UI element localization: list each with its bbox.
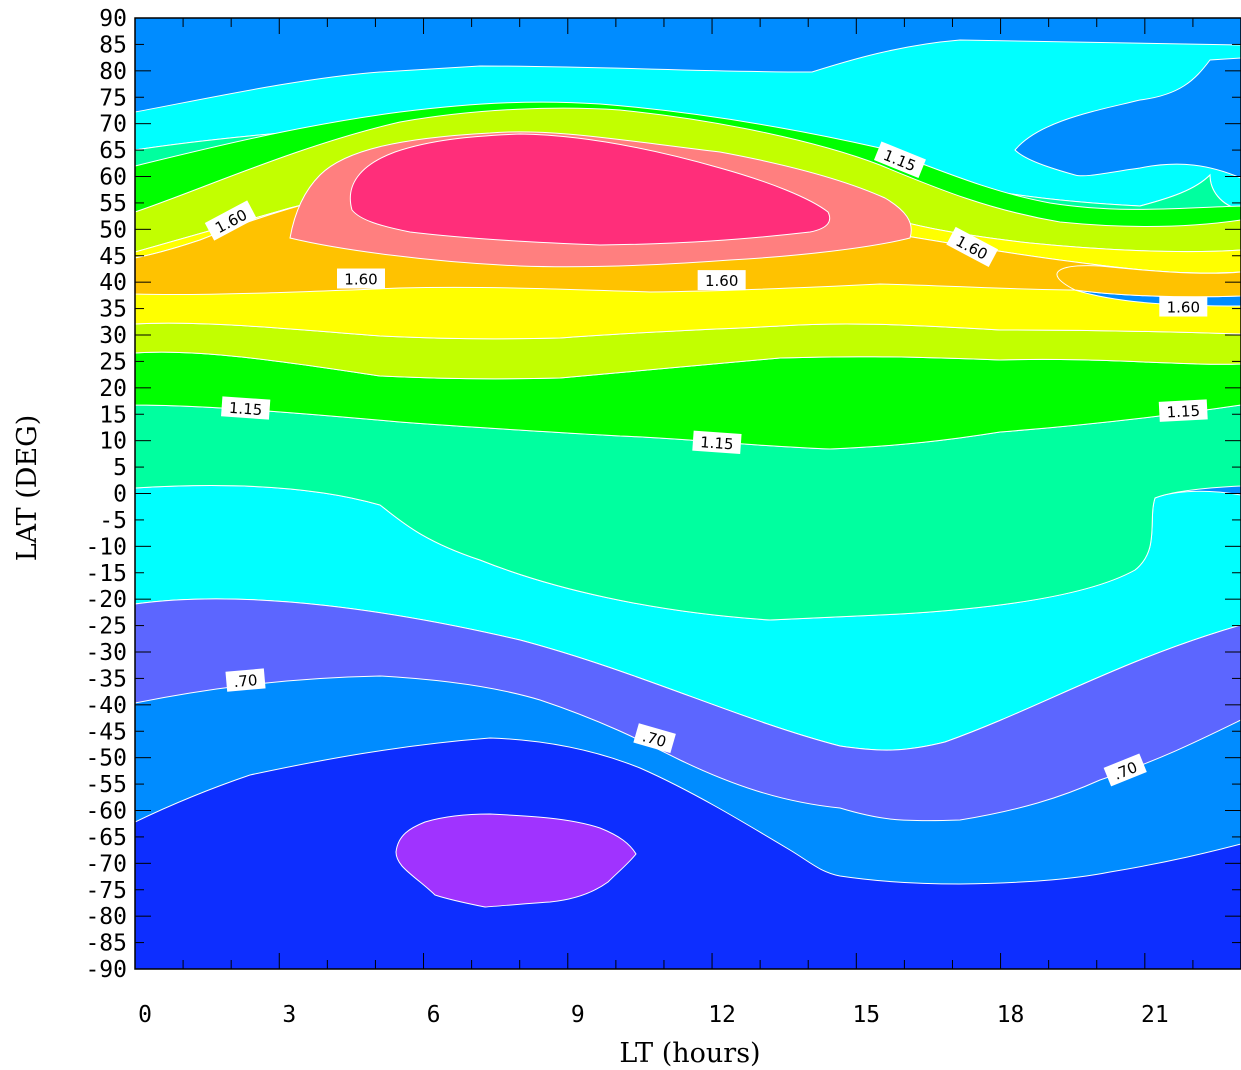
contour-label-text-8: 1.15	[1166, 402, 1200, 422]
y-tick-label-30: -60	[85, 799, 127, 825]
contour-label-10: .70	[633, 723, 676, 754]
x-tick-label-1: 3	[282, 1002, 296, 1028]
y-tick-label-32: -70	[85, 851, 127, 877]
x-tick-label-4: 12	[708, 1002, 736, 1028]
contour-label-box-7	[692, 430, 742, 454]
y-tick-label-33: -75	[85, 878, 127, 904]
y-axis-title: LAT (DEG)	[12, 415, 43, 562]
x-tick-label-0: 0	[138, 1002, 152, 1028]
y-tick-label-18: 0	[113, 482, 127, 508]
contour-label-9: .70	[225, 668, 266, 692]
y-tick-label-24: -30	[85, 640, 127, 666]
x-tick-label-5: 15	[852, 1002, 880, 1028]
contour-label-text-10: .70	[640, 727, 668, 751]
y-tick-label-2: 80	[99, 59, 127, 85]
y-tick-label-36: -90	[85, 957, 127, 983]
y-tick-label-12: 30	[99, 323, 127, 349]
contour-region-1.75-east	[1056, 265, 1241, 298]
y-tick-label-25: -35	[85, 666, 127, 692]
contour-label-2: 1.60	[697, 270, 746, 291]
contour-label-box-1	[337, 268, 386, 289]
contour-label-7: 1.15	[692, 430, 742, 454]
contour-label-box-3	[946, 226, 999, 268]
contour-region-0.85-island	[1014, 57, 1241, 179]
contour-label-box-4	[1159, 296, 1208, 317]
plot-area	[135, 18, 1241, 969]
contour-region-0.40	[395, 813, 637, 908]
x-tick-label-3: 9	[571, 1002, 585, 1028]
y-tick-label-8: 50	[99, 217, 127, 243]
y-tick-label-3: 75	[99, 85, 127, 111]
contour-label-text-7: 1.15	[700, 433, 735, 453]
contour-label-4: 1.60	[1159, 296, 1208, 317]
y-tick-label-14: 20	[99, 376, 127, 402]
contour-region-0.55	[135, 737, 1241, 969]
y-tick-label-26: -40	[85, 693, 127, 719]
contour-label-box-8	[1158, 399, 1208, 422]
contour-label-text-2: 1.60	[705, 272, 738, 290]
contour-label-box-2	[697, 270, 746, 291]
contour-label-box-0	[204, 200, 257, 241]
y-tick-label-7: 55	[99, 191, 127, 217]
y-tick-label-13: 25	[99, 349, 127, 375]
y-tick-label-0: 90	[99, 6, 127, 32]
contour-label-1: 1.60	[337, 268, 386, 289]
y-tick-label-22: -20	[85, 587, 127, 613]
x-tick-label-7: 21	[1141, 1002, 1169, 1028]
y-tick-label-27: -45	[85, 719, 127, 745]
y-tick-label-9: 45	[99, 244, 127, 270]
contour-label-8: 1.15	[1158, 399, 1208, 422]
contour-region-0.70	[135, 598, 1241, 822]
contour-label-6: 1.15	[221, 396, 271, 420]
y-tick-label-10: 40	[99, 270, 127, 296]
y-tick-label-19: -5	[99, 508, 127, 534]
y-tick-label-23: -25	[85, 614, 127, 640]
y-tick-label-34: -80	[85, 904, 127, 930]
y-axis-ticks: 908580757065605550454035302520151050-5-1…	[85, 6, 1241, 983]
y-tick-label-31: -65	[85, 825, 127, 851]
y-tick-label-15: 15	[99, 402, 127, 428]
y-tick-label-17: 5	[113, 455, 127, 481]
y-tick-label-21: -15	[85, 561, 127, 587]
contour-label-box-5	[873, 141, 926, 178]
x-axis-ticks: 0 3 6 9 12 15 18 21	[134, 18, 1241, 1028]
y-tick-label-4: 70	[99, 112, 127, 138]
contour-label-box-10	[633, 723, 676, 754]
contour-region-2.05	[349, 133, 831, 246]
y-tick-label-5: 65	[99, 138, 127, 164]
contour-label-text-6: 1.15	[228, 399, 263, 419]
contour-label-text-4: 1.60	[1167, 299, 1200, 317]
contour-label-box-6	[221, 396, 271, 420]
contour-label-box-11	[1103, 753, 1147, 787]
x-axis-title: LT (hours)	[619, 1038, 760, 1069]
y-tick-label-1: 85	[99, 32, 127, 58]
y-tick-label-16: 10	[99, 429, 127, 455]
y-tick-label-29: -55	[85, 772, 127, 798]
x-tick-label-2: 6	[427, 1002, 441, 1028]
contour-label-box-9	[225, 668, 266, 692]
y-tick-label-28: -50	[85, 746, 127, 772]
y-tick-label-6: 60	[99, 165, 127, 191]
x-tick-label-6: 18	[997, 1002, 1025, 1028]
y-tick-label-35: -85	[85, 931, 127, 957]
y-tick-label-20: -10	[85, 534, 127, 560]
contour-label-text-9: .70	[233, 671, 258, 691]
y-tick-label-11: 35	[99, 297, 127, 323]
contour-label-text-1: 1.60	[344, 271, 377, 289]
